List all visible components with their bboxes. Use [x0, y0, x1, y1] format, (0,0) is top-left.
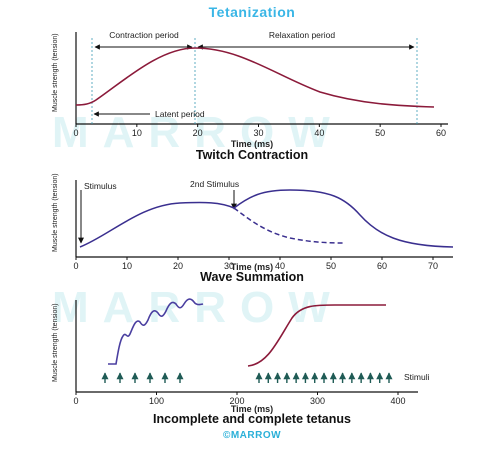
stimuli-label: Stimuli	[404, 372, 430, 382]
twitch-tick-label: 30	[253, 128, 263, 138]
twitch-tick-label: 20	[193, 128, 203, 138]
twitch-tick-label: 10	[132, 128, 142, 138]
twitch-tick-label: 0	[73, 128, 78, 138]
twitch-curve	[75, 47, 435, 108]
twitch-axes	[75, 32, 448, 125]
tetanus-caption: Incomplete and complete tetanus	[153, 412, 351, 426]
latent-period-label: Latent period	[155, 109, 205, 119]
watermark-2: MARROW	[52, 283, 344, 332]
twitch-tick-label: 50	[375, 128, 385, 138]
complete-stimuli-arrows	[255, 372, 393, 383]
contraction-period-label: Contraction period	[109, 30, 179, 40]
second-stimulus-label: 2nd Stimulus	[190, 179, 240, 189]
summation-tick-label: 50	[326, 261, 336, 271]
summation-tick-label: 10	[122, 261, 132, 271]
tetanus-tick-label: 300	[310, 396, 325, 406]
summation-tick-label: 30	[224, 261, 234, 271]
complete-tetanus-curve	[247, 304, 386, 367]
summation-tick-label: 40	[275, 261, 285, 271]
twitch-xlabel: Time (ms)	[230, 139, 274, 149]
twitch-tick-label: 40	[314, 128, 324, 138]
incomplete-tetanus-curve	[108, 298, 204, 365]
twitch-tick-label: 60	[436, 128, 446, 138]
summation-xticks: 0 10 20 30 40 50 60 70	[73, 257, 438, 271]
summation-curve	[79, 189, 454, 248]
summation-xlabel: Time (ms)	[230, 262, 274, 272]
summation-axes	[75, 180, 453, 258]
single-twitch-dashed-curve	[233, 207, 346, 244]
tetanus-tick-label: 400	[390, 396, 405, 406]
summation-tick-label: 0	[73, 261, 78, 271]
summation-tick-label: 70	[428, 261, 438, 271]
tetanus-axes	[75, 300, 418, 393]
tetanus-xticks: 0 100 200 300 400	[73, 392, 406, 406]
twitch-caption: Twitch Contraction	[195, 148, 309, 162]
tetanus-tick-label: 200	[229, 396, 244, 406]
summation-tick-label: 60	[377, 261, 387, 271]
summation-tick-label: 20	[173, 261, 183, 271]
stimulus-label: Stimulus	[84, 181, 117, 191]
tetanus-xlabel: Time (ms)	[230, 404, 274, 414]
footer-brand: ©MARROW	[222, 430, 282, 441]
summation-caption: Wave Summation	[200, 270, 304, 284]
tetanus-tick-label: 0	[73, 396, 78, 406]
tetanus-tick-label: 100	[149, 396, 164, 406]
incomplete-stimuli-arrows	[101, 372, 184, 383]
page-title: Tetanization	[208, 4, 296, 20]
twitch-xticks: 0 10 20 30 40 50 60	[73, 124, 446, 138]
relaxation-period-label: Relaxation period	[268, 30, 336, 40]
